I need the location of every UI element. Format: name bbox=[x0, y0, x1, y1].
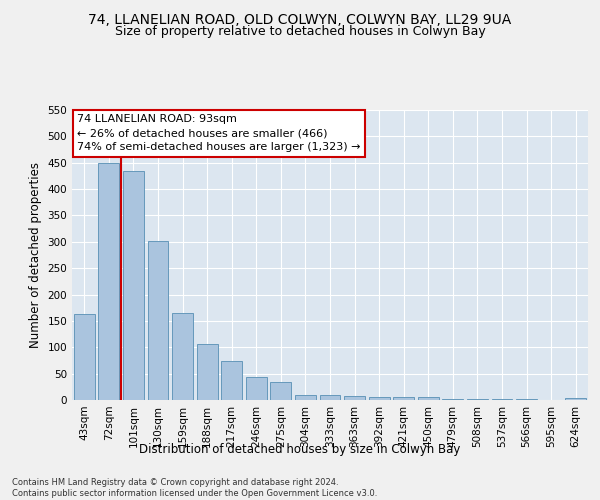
Bar bbox=[123, 170, 144, 400]
Text: Distribution of detached houses by size in Colwyn Bay: Distribution of detached houses by size … bbox=[139, 442, 461, 456]
Bar bbox=[148, 241, 169, 400]
Bar bbox=[368, 397, 389, 400]
Bar bbox=[197, 344, 218, 400]
Y-axis label: Number of detached properties: Number of detached properties bbox=[29, 162, 42, 348]
Bar bbox=[271, 382, 292, 400]
Bar bbox=[344, 396, 365, 400]
Bar bbox=[221, 361, 242, 400]
Text: Size of property relative to detached houses in Colwyn Bay: Size of property relative to detached ho… bbox=[115, 25, 485, 38]
Bar bbox=[418, 398, 439, 400]
Bar bbox=[442, 399, 463, 400]
Bar bbox=[295, 394, 316, 400]
Text: 74, LLANELIAN ROAD, OLD COLWYN, COLWYN BAY, LL29 9UA: 74, LLANELIAN ROAD, OLD COLWYN, COLWYN B… bbox=[88, 12, 512, 26]
Bar bbox=[565, 398, 586, 400]
Bar bbox=[320, 394, 340, 400]
Bar bbox=[98, 162, 119, 400]
Bar bbox=[393, 397, 414, 400]
Text: 74 LLANELIAN ROAD: 93sqm
← 26% of detached houses are smaller (466)
74% of semi-: 74 LLANELIAN ROAD: 93sqm ← 26% of detach… bbox=[77, 114, 361, 152]
Bar bbox=[246, 378, 267, 400]
Bar bbox=[74, 314, 95, 400]
Text: Contains HM Land Registry data © Crown copyright and database right 2024.
Contai: Contains HM Land Registry data © Crown c… bbox=[12, 478, 377, 498]
Bar bbox=[172, 313, 193, 400]
